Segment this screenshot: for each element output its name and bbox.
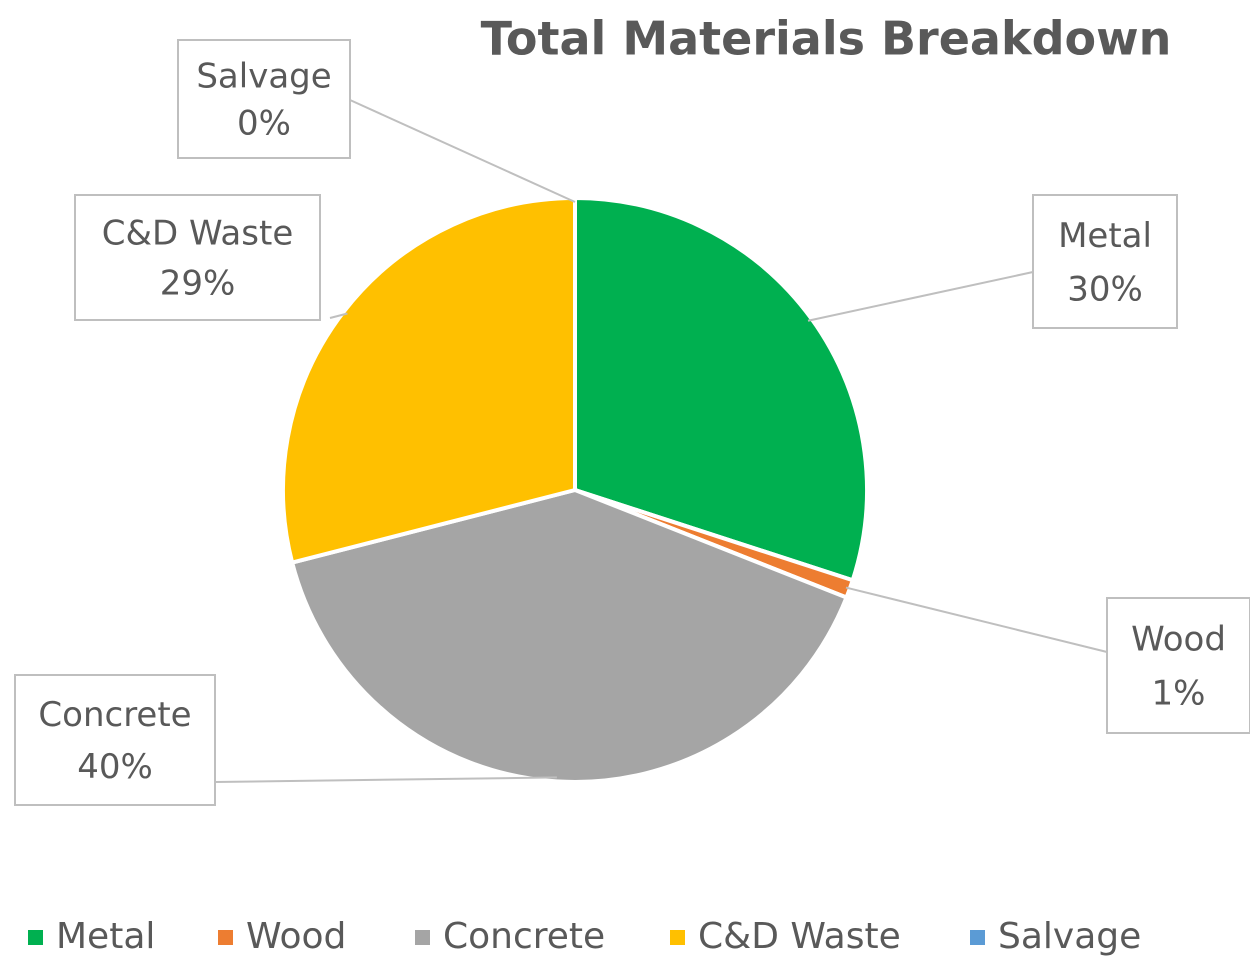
pie-slice — [573, 195, 869, 583]
data-label: 1% — [1152, 674, 1206, 714]
label-box — [14, 674, 216, 806]
data-label-name: Metal — [1058, 216, 1152, 256]
leader-line — [214, 776, 557, 783]
pie-slice — [281, 195, 577, 566]
legend-marker — [415, 930, 430, 945]
leader-line — [845, 586, 1108, 653]
legend-label: Wood — [246, 916, 346, 957]
leader-line — [349, 99, 576, 203]
chart-title: Total Materials Breakdown — [481, 12, 1172, 66]
label-box — [1032, 194, 1178, 329]
legend-marker — [670, 930, 685, 945]
data-label: 40% — [77, 747, 153, 787]
legend-label: C&D Waste — [698, 916, 901, 957]
pie-slice — [289, 487, 850, 784]
legend-marker — [218, 930, 233, 945]
legend-marker — [28, 930, 43, 945]
label-box — [1106, 597, 1250, 734]
leader-line — [807, 271, 1034, 322]
data-label: 30% — [1067, 269, 1143, 309]
legend-label: Metal — [56, 916, 155, 957]
legend-marker — [970, 930, 985, 945]
legend-label: Concrete — [443, 916, 605, 957]
label-box — [177, 39, 351, 159]
data-label-name: C&D Waste — [102, 214, 293, 254]
data-label-name: Wood — [1131, 620, 1226, 660]
data-label: 29% — [160, 264, 236, 304]
data-label: 0% — [237, 103, 291, 143]
data-label-name: Concrete — [38, 695, 191, 735]
label-box — [74, 194, 321, 321]
legend-label: Salvage — [998, 916, 1141, 957]
leader-line — [329, 312, 348, 319]
data-label-name: Salvage — [196, 56, 331, 96]
